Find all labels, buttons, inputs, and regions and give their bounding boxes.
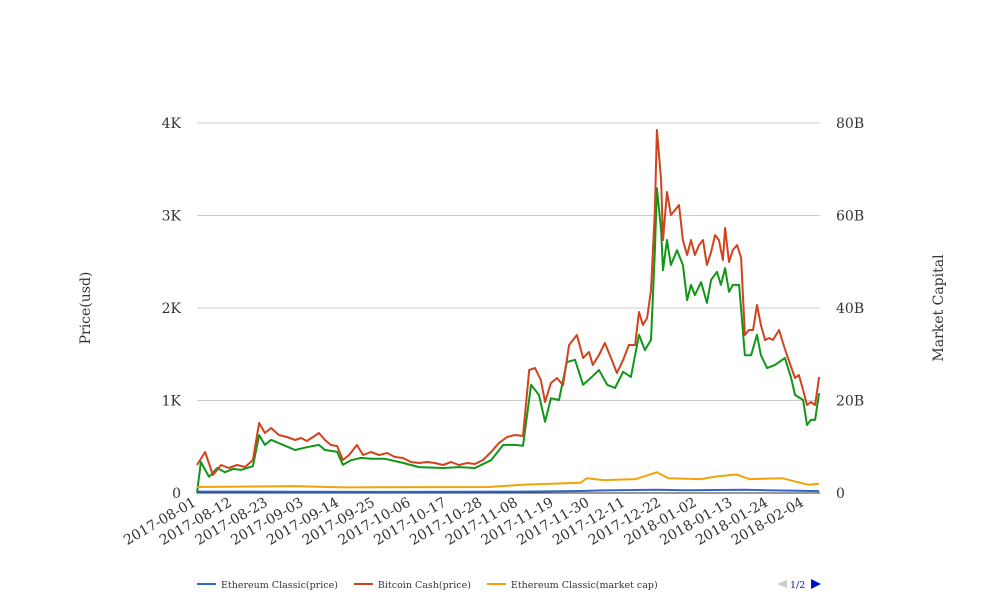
legend-item-label[interactable]: Bitcoin Cash(price) — [378, 580, 471, 591]
y-left-tick-label: 2K — [162, 301, 182, 317]
series-line-0 — [196, 488, 820, 493]
y-right-tick-label: 80B — [836, 116, 864, 132]
gridlines — [197, 122, 820, 494]
y-right-tick-label: 20B — [836, 394, 864, 410]
y-right-tick-label: 0 — [836, 486, 845, 502]
y-left-tick-label: 4K — [162, 116, 182, 132]
series-line-3 — [196, 187, 821, 494]
y-left-tick-label: 1K — [162, 394, 182, 410]
legend-item-label[interactable]: Ethereum Classic(market cap) — [511, 580, 658, 591]
legend-item-label[interactable]: Ethereum Classic(price) — [221, 580, 338, 591]
y-axis-right-label: Market Capital — [931, 254, 947, 362]
legend: Ethereum Classic(price) Bitcoin Cash(pric… — [197, 580, 658, 591]
y-right-tick-label: 60B — [836, 209, 864, 225]
series-lines — [196, 129, 821, 494]
series-line-1 — [196, 129, 821, 476]
y-axis-left-label: Price(usd) — [78, 272, 94, 345]
y-right-tick-label: 40B — [836, 301, 864, 317]
y-left-tick-label: 0 — [172, 486, 181, 502]
legend-next-icon[interactable] — [811, 579, 821, 589]
legend-page-indicator: 1/2 — [790, 580, 805, 591]
series-line-2 — [196, 471, 820, 489]
y-left-tick-label: 3K — [162, 209, 182, 225]
legend-pager: 1/2 — [777, 579, 821, 591]
legend-prev-icon[interactable] — [777, 580, 787, 588]
